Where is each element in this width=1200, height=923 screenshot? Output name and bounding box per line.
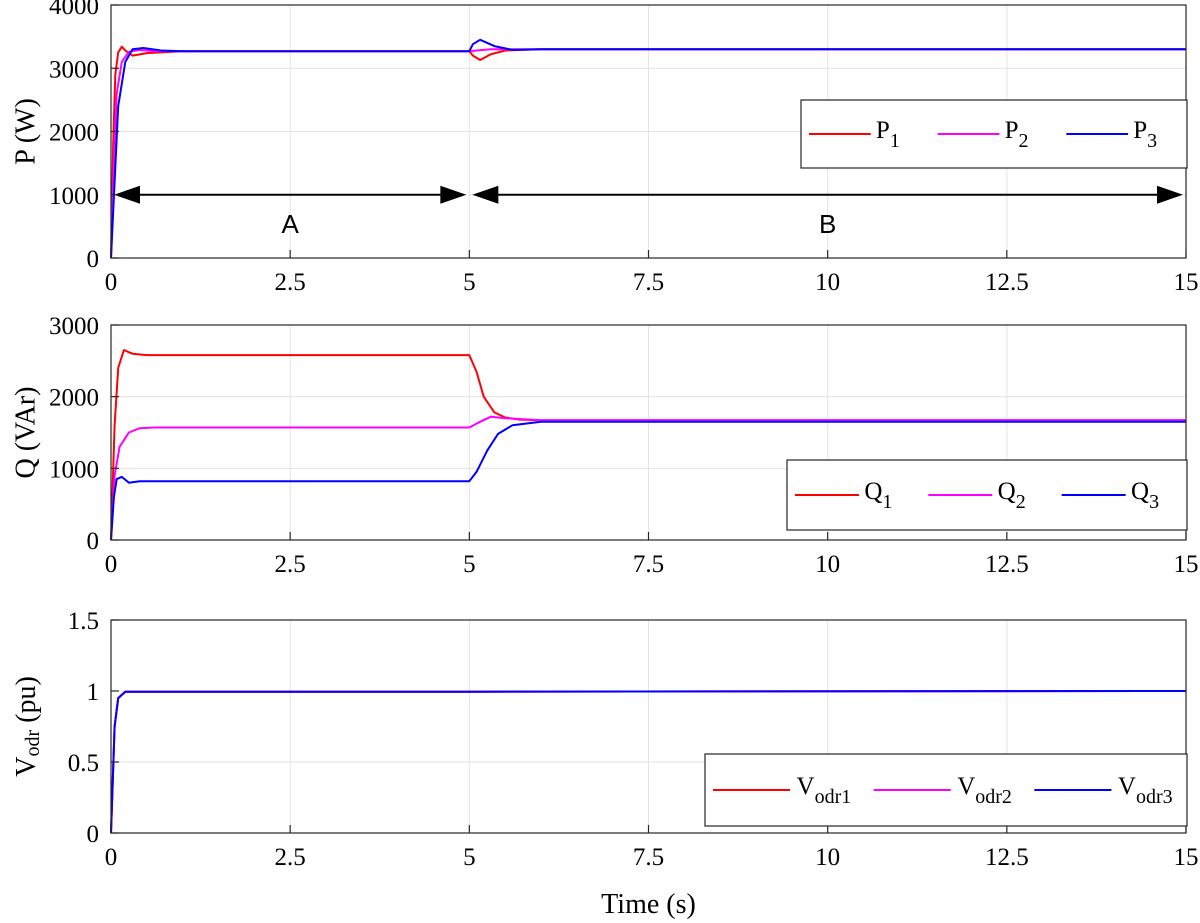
legend-entry: Vodr3 [1118, 773, 1173, 808]
arrowhead-left-icon [472, 185, 499, 204]
arrowhead-left-icon [114, 185, 140, 204]
y-tick-label: 4000 [49, 0, 99, 20]
legend-entry-subscript: odr2 [975, 786, 1012, 808]
x-tick-label: 0 [105, 269, 118, 296]
region-label: B [819, 209, 836, 239]
x-tick-label: 10 [815, 844, 840, 871]
y-tick-label: 1000 [49, 183, 99, 210]
x-axis-label: Time (s) [601, 889, 696, 920]
x-tick-label: 2.5 [275, 844, 306, 871]
legend-entry-name: V [1118, 773, 1136, 800]
x-tick-label: 5 [463, 551, 476, 578]
legend-entry-subscript: odr3 [1136, 786, 1173, 808]
y-axis-label-subscript: odr [22, 730, 44, 757]
x-tick-label: 7.5 [633, 551, 664, 578]
y-tick-label: 0 [87, 246, 100, 273]
x-tick-label: 15 [1174, 551, 1199, 578]
y-tick-label: 2000 [49, 120, 99, 147]
y-axis-label-unit: (pu) [11, 676, 42, 730]
x-tick-label: 0 [105, 844, 118, 871]
legend-entry-subscript: 2 [1016, 491, 1026, 513]
legend-entry-subscript: odr1 [815, 786, 852, 808]
series-line-vodr3 [110, 690, 1187, 834]
y-axis-label: P (W) [11, 98, 42, 165]
x-tick-label: 5 [463, 844, 476, 871]
legend-entry-subscript: 1 [882, 491, 892, 513]
legend-entry: Vodr2 [957, 773, 1012, 808]
legend-entry-name: Q [1131, 478, 1149, 505]
x-tick-label: 15 [1174, 269, 1199, 296]
legend-entry-name: P [1005, 117, 1019, 144]
y-tick-label: 1 [87, 679, 100, 706]
power-subplot: A B 0 2.5 5 7.5 10 12.5 15 0 1000 2000 3000 4000 P (W)… [11, 0, 1199, 296]
legend-entry: P3 [1133, 117, 1157, 152]
y-axis-label-main: V [11, 757, 42, 777]
legend-entry-name: P [876, 117, 890, 144]
legend: P1 P2 P3 [800, 99, 1188, 169]
legend-entry-subscript: 3 [1147, 130, 1157, 152]
series-line-p3 [110, 38, 1186, 259]
y-tick-label: 0 [87, 528, 100, 555]
x-tick-label: 12.5 [985, 551, 1029, 578]
y-axis-label: Q (VAr) [11, 386, 42, 478]
legend-entry: Q3 [1131, 478, 1159, 513]
legend-entry-name: P [1133, 117, 1147, 144]
legend-entry-name: V [957, 773, 975, 800]
y-tick-label: 1000 [49, 456, 99, 483]
arrowhead-right-icon [440, 185, 467, 204]
legend-entry-name: Q [864, 478, 882, 505]
legend-entry: P1 [876, 117, 900, 152]
y-tick-label: 0 [87, 821, 100, 848]
legend: Vodr1 Vodr2 Vodr3 [704, 753, 1188, 827]
region-label: A [281, 209, 299, 239]
legend-entry-subscript: 1 [890, 130, 900, 152]
x-tick-label: 7.5 [633, 844, 664, 871]
x-tick-label: 10 [815, 551, 840, 578]
y-tick-label: 0.5 [68, 750, 99, 777]
legend: Q1 Q2 Q3 [786, 459, 1188, 531]
x-tick-label: 12.5 [985, 844, 1029, 871]
x-tick-label: 5 [463, 269, 476, 296]
x-tick-label: 15 [1174, 844, 1199, 871]
x-tick-label: 2.5 [275, 551, 306, 578]
legend-entry: P2 [1005, 117, 1029, 152]
x-tick-label: 7.5 [633, 269, 664, 296]
x-tick-label: 0 [105, 551, 118, 578]
y-tick-label: 2000 [49, 385, 99, 412]
y-axis-label: Vodr (pu) [11, 676, 45, 777]
series-line-p2 [110, 48, 1186, 259]
y-tick-label: 3000 [49, 313, 99, 340]
legend-entry-name: Q [998, 478, 1016, 505]
legend-entry: Q2 [998, 478, 1026, 513]
legend-entry-subscript: 3 [1149, 491, 1159, 513]
series-line-q2 [110, 415, 1186, 541]
x-tick-label: 2.5 [275, 269, 306, 296]
legend-entry-subscript: 2 [1018, 130, 1028, 152]
series-line-q3 [110, 420, 1186, 541]
x-tick-label: 12.5 [985, 269, 1029, 296]
legend-entry: Q1 [864, 478, 892, 513]
legend-entry: Vodr1 [797, 773, 852, 808]
arrowhead-right-icon [1157, 185, 1183, 204]
y-tick-label: 1.5 [68, 608, 99, 635]
x-tick-label: 10 [815, 269, 840, 296]
legend-entry-name: V [797, 773, 815, 800]
y-tick-label: 3000 [49, 56, 99, 83]
voltage-subplot: 0 2.5 5 7.5 10 12.5 15 0 0.5 1 1.5 Vodr (pu) Time (s… [11, 608, 1199, 920]
